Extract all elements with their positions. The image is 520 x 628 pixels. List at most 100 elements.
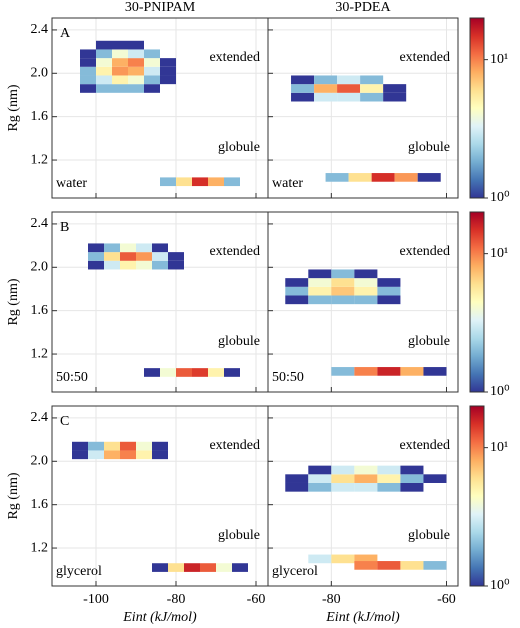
heat-cell bbox=[120, 243, 136, 253]
frame bbox=[51, 17, 269, 199]
heat-cell bbox=[308, 482, 332, 492]
heat-cell bbox=[80, 75, 96, 85]
panel: extended globule 50:50 10⁰ 10¹ bbox=[267, 211, 510, 399]
annotation: globule bbox=[408, 528, 450, 543]
x-tick-label: -80 bbox=[322, 592, 341, 607]
panel-label: C bbox=[60, 414, 69, 429]
heat-cell bbox=[377, 561, 401, 570]
heat-cell bbox=[208, 368, 224, 377]
heat-cell bbox=[360, 92, 384, 102]
colorbar bbox=[469, 405, 485, 587]
annotation: extended bbox=[209, 438, 260, 453]
heat-cell bbox=[314, 84, 338, 93]
heat-cell bbox=[88, 450, 104, 460]
heat-cell bbox=[96, 49, 112, 59]
heat-cell bbox=[128, 66, 144, 76]
y-axis-label: Rg (nm) bbox=[6, 84, 21, 131]
y-tick-label: 1.2 bbox=[31, 152, 49, 167]
heat-cell bbox=[417, 173, 441, 182]
heat-cell bbox=[400, 474, 424, 483]
heat-cell bbox=[184, 563, 200, 572]
heat-cell bbox=[80, 84, 96, 93]
heat-cell bbox=[80, 58, 96, 67]
heat-cell bbox=[112, 75, 128, 85]
colorbar-tick-label: 10¹ bbox=[490, 246, 508, 261]
heat-cell bbox=[128, 40, 144, 50]
heat-cell bbox=[104, 252, 120, 261]
panel-label: A bbox=[60, 26, 71, 41]
heat-cell bbox=[308, 286, 332, 296]
heat-cell bbox=[400, 367, 424, 376]
y-tick-label: 1.6 bbox=[31, 109, 49, 124]
y-tick-label: 1.2 bbox=[31, 346, 49, 361]
heat-cell bbox=[112, 49, 128, 59]
heat-cell bbox=[423, 367, 447, 376]
heat-cell bbox=[152, 563, 168, 572]
x-tick-label: -60 bbox=[247, 592, 266, 607]
heat-cell bbox=[285, 278, 309, 287]
heat-cell bbox=[400, 561, 424, 570]
solvent-label: 50:50 bbox=[272, 370, 304, 385]
heat-cell bbox=[331, 465, 355, 475]
y-tick-label: 1.6 bbox=[31, 303, 49, 318]
colorbar-tick-label: 10⁰ bbox=[490, 190, 510, 205]
solvent-label: glycerol bbox=[272, 564, 318, 579]
heat-cell bbox=[104, 441, 120, 451]
heat-cell bbox=[308, 278, 332, 287]
panel: 1.2 1.6 2.0 2.4 extended globule 50:50 B Rg (nm) bbox=[6, 211, 269, 393]
heat-cell bbox=[168, 563, 184, 572]
heat-cell bbox=[354, 561, 378, 570]
heat-cell bbox=[354, 269, 378, 279]
heat-cell bbox=[112, 66, 128, 76]
x-tick-label: -60 bbox=[437, 592, 456, 607]
heat-cell bbox=[152, 260, 168, 270]
colorbar bbox=[469, 17, 485, 199]
heat-cell bbox=[144, 84, 160, 93]
colorbar bbox=[469, 211, 485, 393]
x-axis-label: Eint (kJ/mol) bbox=[325, 610, 400, 625]
heat-cell bbox=[331, 367, 355, 376]
heat-cell bbox=[285, 286, 309, 296]
heat-cell bbox=[88, 243, 104, 253]
heat-cell bbox=[216, 563, 232, 572]
heat-cell bbox=[144, 368, 160, 377]
colorbar-tick-label: 10¹ bbox=[490, 440, 508, 455]
heat-cell bbox=[88, 441, 104, 451]
heat-cell bbox=[291, 84, 315, 93]
heat-cell bbox=[72, 441, 88, 451]
heat-cell bbox=[354, 367, 378, 376]
heat-cell bbox=[168, 252, 184, 261]
y-tick-label: 1.2 bbox=[31, 540, 49, 555]
heat-cell bbox=[337, 84, 361, 93]
heat-cell bbox=[104, 450, 120, 460]
heat-cell bbox=[308, 465, 332, 475]
heat-cell bbox=[136, 450, 152, 460]
y-tick-label: 2.0 bbox=[31, 454, 49, 469]
heat-cell bbox=[331, 278, 355, 287]
heat-cell bbox=[337, 92, 361, 102]
heat-cell bbox=[88, 252, 104, 261]
panel-title: 30-PNIPAM bbox=[125, 0, 196, 15]
heat-cell bbox=[285, 482, 309, 492]
heat-cell bbox=[377, 278, 401, 287]
heat-cell bbox=[144, 75, 160, 85]
solvent-label: water bbox=[272, 176, 303, 191]
heat-cell bbox=[80, 66, 96, 76]
annotation: extended bbox=[399, 50, 450, 65]
heat-cell bbox=[120, 252, 136, 261]
heat-cell bbox=[325, 173, 349, 182]
x-tick-label: -80 bbox=[167, 592, 186, 607]
annotation: extended bbox=[209, 244, 260, 259]
heat-cell bbox=[192, 177, 208, 187]
heat-cell bbox=[331, 295, 355, 305]
colorbar-tick-label: 10⁰ bbox=[490, 384, 510, 399]
heat-cell bbox=[285, 474, 309, 483]
heat-cell bbox=[331, 286, 355, 296]
y-axis-label: Rg (nm) bbox=[6, 278, 21, 325]
heat-cell bbox=[348, 173, 372, 182]
heat-cell bbox=[136, 441, 152, 451]
heat-cell bbox=[423, 474, 447, 483]
heat-cell bbox=[331, 554, 355, 564]
heat-cell bbox=[160, 58, 176, 67]
